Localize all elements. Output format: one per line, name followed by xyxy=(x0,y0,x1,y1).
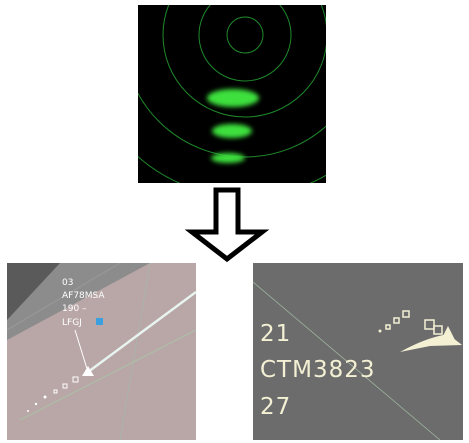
radar-image xyxy=(138,5,326,183)
label-line: 190 – xyxy=(62,304,87,314)
label-line: CTM3823 xyxy=(260,357,376,383)
left-screen: 03 AF78MSA 190 – LFGJ xyxy=(7,263,196,440)
label-line: 21 xyxy=(260,321,291,347)
status-square xyxy=(96,318,103,325)
right-screen: 21 CTM3823 27 xyxy=(253,263,463,440)
label-line: LFGJ xyxy=(62,318,82,328)
label-line: 03 xyxy=(62,278,73,288)
down-arrow xyxy=(184,187,270,263)
label-line: AF78MSA xyxy=(62,291,105,301)
label-line: 27 xyxy=(260,394,291,420)
